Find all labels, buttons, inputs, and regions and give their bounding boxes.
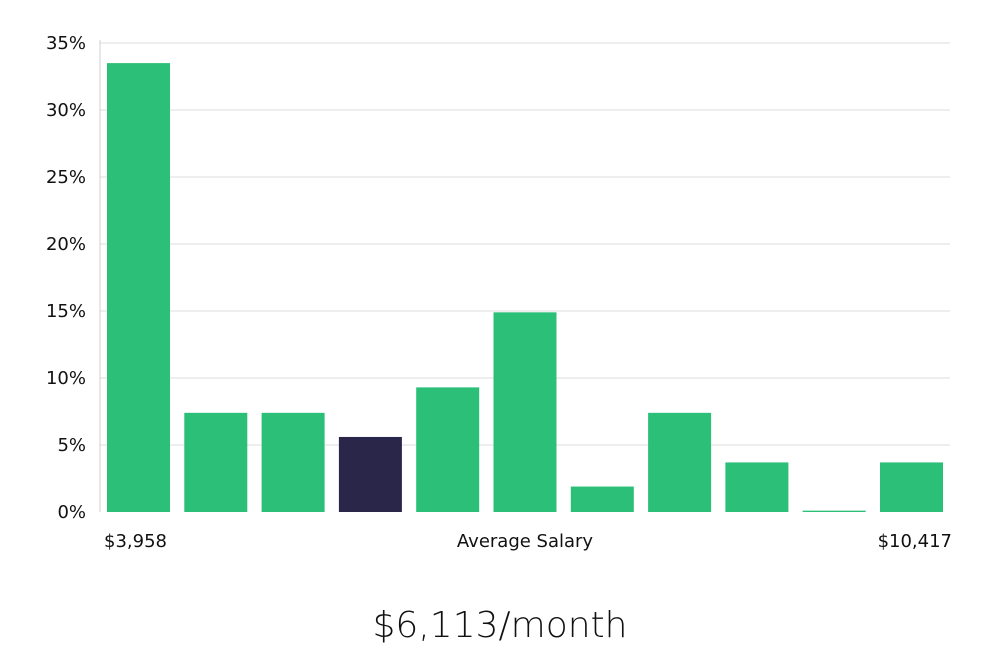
gridlines — [100, 42, 950, 446]
y-tick-label: 35% — [46, 33, 86, 54]
average-salary-headline: $6,113/month — [372, 605, 628, 646]
bar — [107, 63, 170, 512]
bar — [880, 462, 943, 512]
y-tick-label: 25% — [46, 167, 86, 188]
salary-histogram: 0% 5% 10% 15% 20% 25% 30% 35% $3,958 Average Sa… — [46, 33, 952, 552]
y-tick-label: 15% — [46, 301, 86, 322]
bar — [570, 486, 634, 512]
x-range-end-label: $10,417 — [878, 531, 952, 552]
bar — [184, 412, 248, 512]
bar — [261, 412, 325, 512]
y-tick-label: 5% — [57, 435, 86, 456]
bar — [493, 312, 557, 512]
bar — [648, 412, 712, 512]
y-axis-ticks: 0% 5% 10% 15% 20% 25% 30% 35% — [46, 33, 86, 523]
y-tick-label: 30% — [46, 100, 86, 121]
bar — [416, 387, 480, 512]
x-range-start-label: $3,958 — [104, 531, 167, 552]
bars — [107, 63, 943, 512]
y-tick-label: 10% — [46, 368, 86, 389]
x-axis-title: Average Salary — [457, 531, 594, 552]
bar — [802, 510, 866, 512]
y-tick-label: 0% — [57, 502, 86, 523]
bar-highlighted — [338, 436, 402, 512]
bar — [725, 462, 789, 512]
y-tick-label: 20% — [46, 234, 86, 255]
